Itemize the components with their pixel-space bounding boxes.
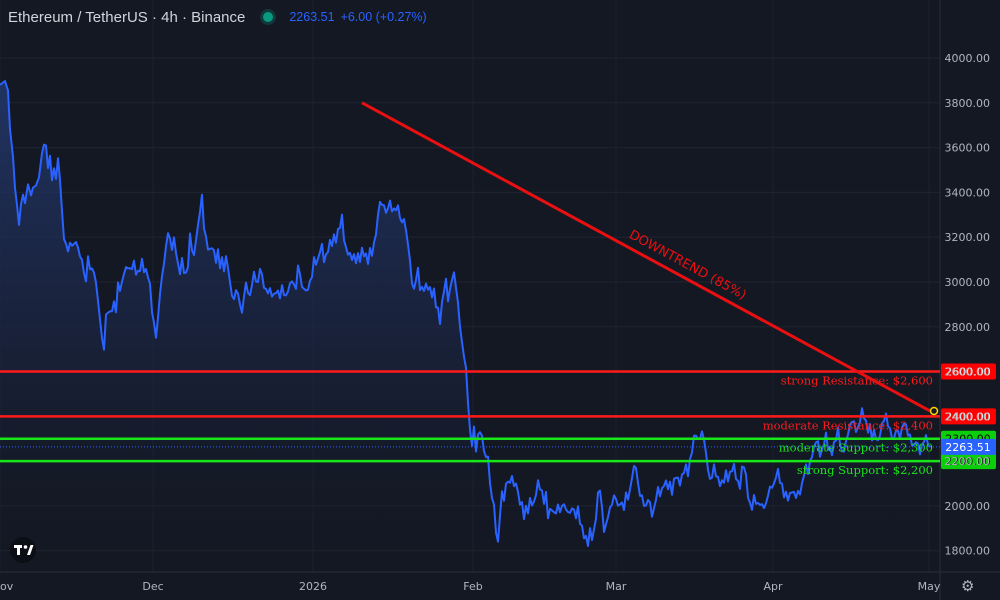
y-tick-label: 2200.00 [945,455,991,468]
x-tick-label: ov [0,580,14,593]
level-label: strong Resistance: $2,600 [781,374,933,388]
downtrend-label: DOWNTREND (85%) [626,228,748,304]
y-tick-label: 2400.00 [945,410,991,423]
y-tick-label: 2600.00 [945,366,991,379]
level-price-badge [941,453,996,470]
current-price-badge [941,438,996,455]
settings-gear-icon[interactable]: ⚙ [961,577,975,595]
x-tick-label: May [918,580,941,593]
price-area-fill [0,81,930,572]
level-label: strong Support: $2,200 [797,463,933,477]
price-change: +6.00 (+0.27%) [340,10,427,24]
current-price-badge-label: 2263.51 [945,441,991,454]
symbol-title[interactable]: Ethereum / TetherUS · 4h · Binance [8,8,246,26]
y-tick-label: 3200.00 [945,231,991,244]
y-tick-label: 1800.00 [945,545,991,558]
price-line [0,80,931,547]
level-price-badge [941,363,996,380]
trendline-handle [929,406,939,416]
symbol-header[interactable]: Ethereum / TetherUS · 4h · Binance 2263.… [8,7,427,27]
level-price-badge-label: 2400.00 [945,410,991,423]
x-tick-label: Dec [142,580,163,593]
level-label: moderate Support: $2,300 [779,441,933,455]
level-label: moderate Resistance: $2,400 [763,418,933,432]
y-tick-label: 2000.00 [945,500,991,513]
y-tick-label: 4000.00 [945,52,991,65]
x-tick-label: Apr [763,580,783,593]
price-levels: strong Resistance: $2,600 2600.00 moderate… [0,363,996,477]
level-price-badge [941,408,996,425]
y-tick-label: 3400.00 [945,186,991,199]
market-status-icon [263,12,274,22]
level-price-badge-label: 2200.00 [945,455,991,468]
price-axis[interactable]: 4000.00 3800.00 3600.00 3400.00 3200.00 3000.… [945,52,991,558]
downtrend-line [361,101,931,413]
x-tick-label: Feb [463,580,482,593]
y-tick-label: 2800.00 [945,321,991,334]
y-tick-label: 3600.00 [945,142,991,155]
last-price: 2263.51 [289,10,335,24]
x-tick-label: 2026 [299,580,327,593]
y-tick-label: 3000.00 [945,276,991,289]
y-tick-label: 3800.00 [945,97,991,110]
x-tick-label: Mar [606,580,627,593]
level-price-badge-label: 2600.00 [945,366,991,379]
time-axis[interactable]: ov Dec 2026 Feb Mar Apr May [0,580,941,593]
tradingview-logo-icon[interactable] [8,537,38,563]
